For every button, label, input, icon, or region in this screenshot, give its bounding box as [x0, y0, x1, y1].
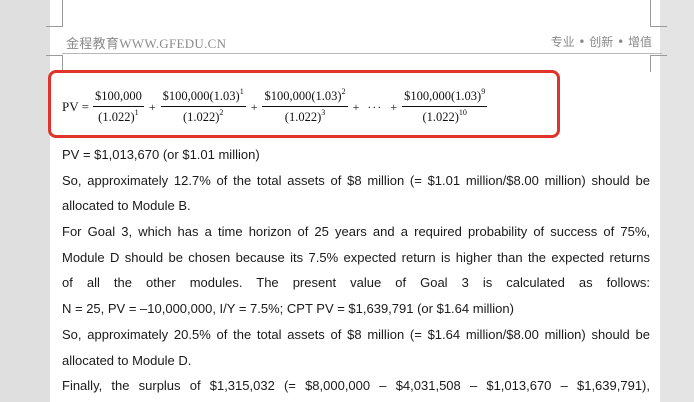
term-4-numerator-exponent: 9	[481, 87, 486, 96]
plus-sign: +	[148, 99, 156, 114]
paragraph-line: For Goal 3, which has a time horizon of …	[62, 224, 650, 240]
term-4-numerator: $100,000(1.03)	[404, 89, 482, 103]
paragraph-line: Module D should be chosen because its 7.…	[62, 249, 650, 265]
scroll-gutter	[660, 0, 694, 402]
formula-term-1: $100,000 (1.022)1	[92, 89, 144, 125]
header-slogan: 专业 • 创新 • 增值	[550, 35, 652, 49]
term-2-denominator: (1.022)	[182, 110, 220, 124]
formula-term-4: $100,000(1.03)9 (1.022)10	[402, 87, 488, 125]
crop-mark-top-left	[46, 0, 63, 27]
plus-sign: +	[352, 99, 360, 114]
term-4-denominator: (1.022)	[422, 110, 459, 124]
crop-mark-bottom-right	[650, 55, 667, 72]
formula-lhs: PV =	[62, 99, 89, 114]
term-1-denominator-exponent: 1	[134, 108, 139, 117]
body-text: PV = $1,013,670 (or $1.01 million) So, a…	[62, 145, 650, 402]
term-3-numerator: $100,000(1.03)	[264, 89, 342, 103]
term-2-denominator-exponent: 2	[219, 108, 224, 117]
plus-sign: +	[390, 99, 398, 114]
paragraph-line: So, approximately 12.7% of the total ass…	[62, 172, 650, 188]
ellipsis: ···	[367, 99, 383, 114]
header-brand: 金程教育WWW.GFEDU.CN	[66, 36, 227, 51]
term-3-denominator: (1.022)	[284, 110, 322, 124]
document-page	[50, 0, 660, 402]
paragraph-line: N = 25, PV = –10,000,000, I/Y = 7.5%; CP…	[62, 301, 514, 317]
pv-formula: PV = $100,000 (1.022)1 + $100,000(1.03)1…	[62, 82, 488, 132]
formula-highlight-box	[48, 70, 560, 138]
paragraph-line: allocated to Module D.	[62, 352, 192, 368]
plus-sign: +	[250, 99, 258, 114]
term-2-numerator: $100,000(1.03)	[162, 89, 240, 103]
formula-term-3: $100,000(1.03)2 (1.022)3	[262, 87, 348, 125]
term-2-numerator-exponent: 1	[239, 87, 244, 96]
header-divider	[62, 53, 662, 54]
term-4-denominator-exponent: 10	[458, 108, 467, 117]
paragraph-line: allocated to Module B.	[62, 198, 191, 214]
term-1-denominator: (1.022)	[98, 110, 135, 124]
crop-mark-bottom-left	[46, 55, 63, 72]
paragraph-line: Finally, the surplus of $1,315,032 (= $8…	[62, 378, 650, 394]
paragraph-line: So, approximately 20.5% of the total ass…	[62, 326, 650, 342]
term-3-numerator-exponent: 2	[341, 87, 346, 96]
term-1-numerator: $100,000	[94, 89, 142, 103]
formula-term-2: $100,000(1.03)1 (1.022)2	[160, 87, 246, 125]
paragraph-line: of all the other modules. The present va…	[62, 275, 650, 291]
paragraph-line: PV = $1,013,670 (or $1.01 million)	[62, 147, 260, 162]
crop-mark-top-right	[650, 0, 667, 27]
term-3-denominator-exponent: 3	[321, 108, 326, 117]
